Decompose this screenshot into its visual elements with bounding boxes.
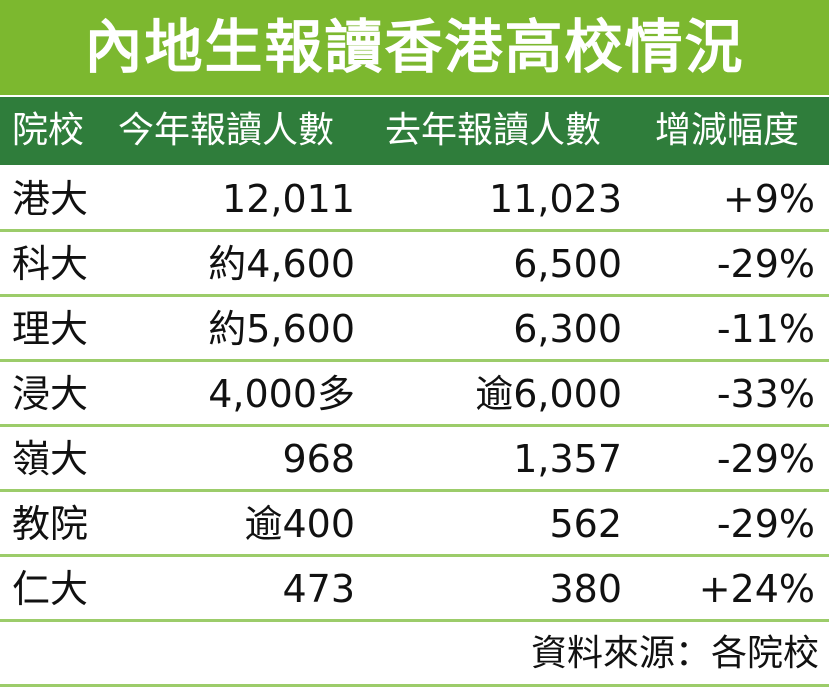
table-row: 理大 約5,600 6,300 -11% — [0, 297, 829, 362]
table-cell: -33% — [716, 372, 815, 416]
header-cell: 今年報讀人數 — [118, 110, 335, 151]
table-cell: 逾400 — [244, 502, 355, 546]
table-cell: 浸大 — [12, 372, 89, 416]
table-row: 嶺大 968 1,357 -29% — [0, 427, 829, 492]
table-row: 教院 逾400 562 -29% — [0, 492, 829, 557]
table-cell: 1,357 — [513, 437, 622, 481]
title: 內地生報讀香港高校情況 — [0, 0, 829, 95]
table-cell: 473 — [282, 567, 355, 611]
table-row: 仁大 473 380 +24% — [0, 557, 829, 622]
table-row: 浸大 4,000多 逾6,000 -33% — [0, 362, 829, 427]
table-row: 科大 約4,600 6,500 -29% — [0, 232, 829, 297]
table-header: 院校 今年報讀人數 去年報讀人數 增減幅度 — [0, 97, 829, 165]
table-cell: 約5,600 — [208, 307, 355, 351]
source-note: 資料來源：各院校 — [530, 633, 819, 674]
table-cell: 562 — [549, 502, 622, 546]
table-cell: -29% — [716, 242, 815, 286]
table-cell: 12,011 — [222, 177, 355, 221]
table-cell: 6,300 — [513, 307, 622, 351]
table-cell: 380 — [549, 567, 622, 611]
table-cell: +24% — [698, 567, 815, 611]
table-cell: +9% — [722, 177, 815, 221]
table-cell: 逾6,000 — [475, 372, 622, 416]
table-cell: 科大 — [12, 242, 89, 286]
table-cell: 11,023 — [489, 177, 622, 221]
table-row: 港大 12,011 11,023 +9% — [0, 167, 829, 232]
table-cell: -11% — [716, 307, 815, 351]
table-cell: 嶺大 — [12, 437, 89, 481]
divider — [0, 684, 829, 687]
header-cell: 增減幅度 — [655, 110, 800, 151]
table-cell: 約4,600 — [208, 242, 355, 286]
table-cell: -29% — [716, 502, 815, 546]
table-cell: 仁大 — [12, 567, 89, 611]
header-cell: 院校 — [12, 110, 85, 151]
table-cell: 968 — [282, 437, 355, 481]
table-cell: 理大 — [12, 307, 89, 351]
table-cell: 6,500 — [513, 242, 622, 286]
table-cell: 4,000多 — [208, 372, 355, 416]
table-cell: 港大 — [12, 177, 89, 221]
header-cell: 去年報讀人數 — [385, 110, 602, 151]
table-cell: -29% — [716, 437, 815, 481]
table-cell: 教院 — [12, 502, 89, 546]
